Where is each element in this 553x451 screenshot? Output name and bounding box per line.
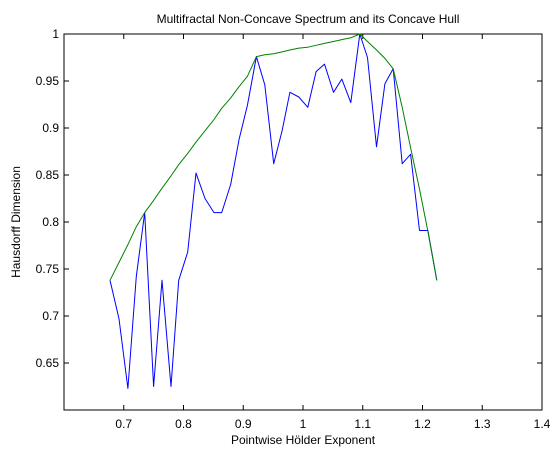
y-axis-ticks: 0.65 0.7 0.75 0.8 0.85 0.9 0.95 1	[36, 27, 542, 370]
x-tick-label: 1.4	[534, 417, 551, 431]
x-tick-label: 0.7	[115, 417, 132, 431]
x-tick-label: 0.9	[235, 417, 252, 431]
y-tick-label: 0.9	[42, 121, 59, 135]
y-tick-label: 0.7	[42, 309, 59, 323]
chart-title: Multifractal Non-Concave Spectrum and it…	[157, 12, 460, 26]
y-tick-label: 0.75	[36, 262, 60, 276]
spectrum-line	[109, 33, 438, 389]
x-tick-label: 1.1	[354, 417, 371, 431]
x-tick-label: 1.2	[414, 417, 431, 431]
y-tick-label: 0.95	[36, 74, 60, 88]
x-axis-title: Pointwise Hölder Exponent	[231, 433, 376, 447]
x-tick-label: 0.8	[175, 417, 192, 431]
y-tick-label: 0.8	[42, 215, 59, 229]
series-layer	[109, 33, 438, 389]
y-tick-label: 1	[52, 27, 59, 41]
x-axis-ticks: 0.7 0.8 0.9 1 1.1 1.2 1.3 1.4	[115, 34, 551, 431]
y-tick-label: 0.65	[36, 356, 60, 370]
x-tick-label: 1.3	[474, 417, 491, 431]
x-tick-label: 1	[300, 417, 307, 431]
y-tick-label: 0.85	[36, 168, 60, 182]
y-axis-title: Hausdorff Dimension	[9, 166, 23, 278]
plot-area	[63, 33, 543, 411]
concave-hull-line	[109, 33, 438, 281]
